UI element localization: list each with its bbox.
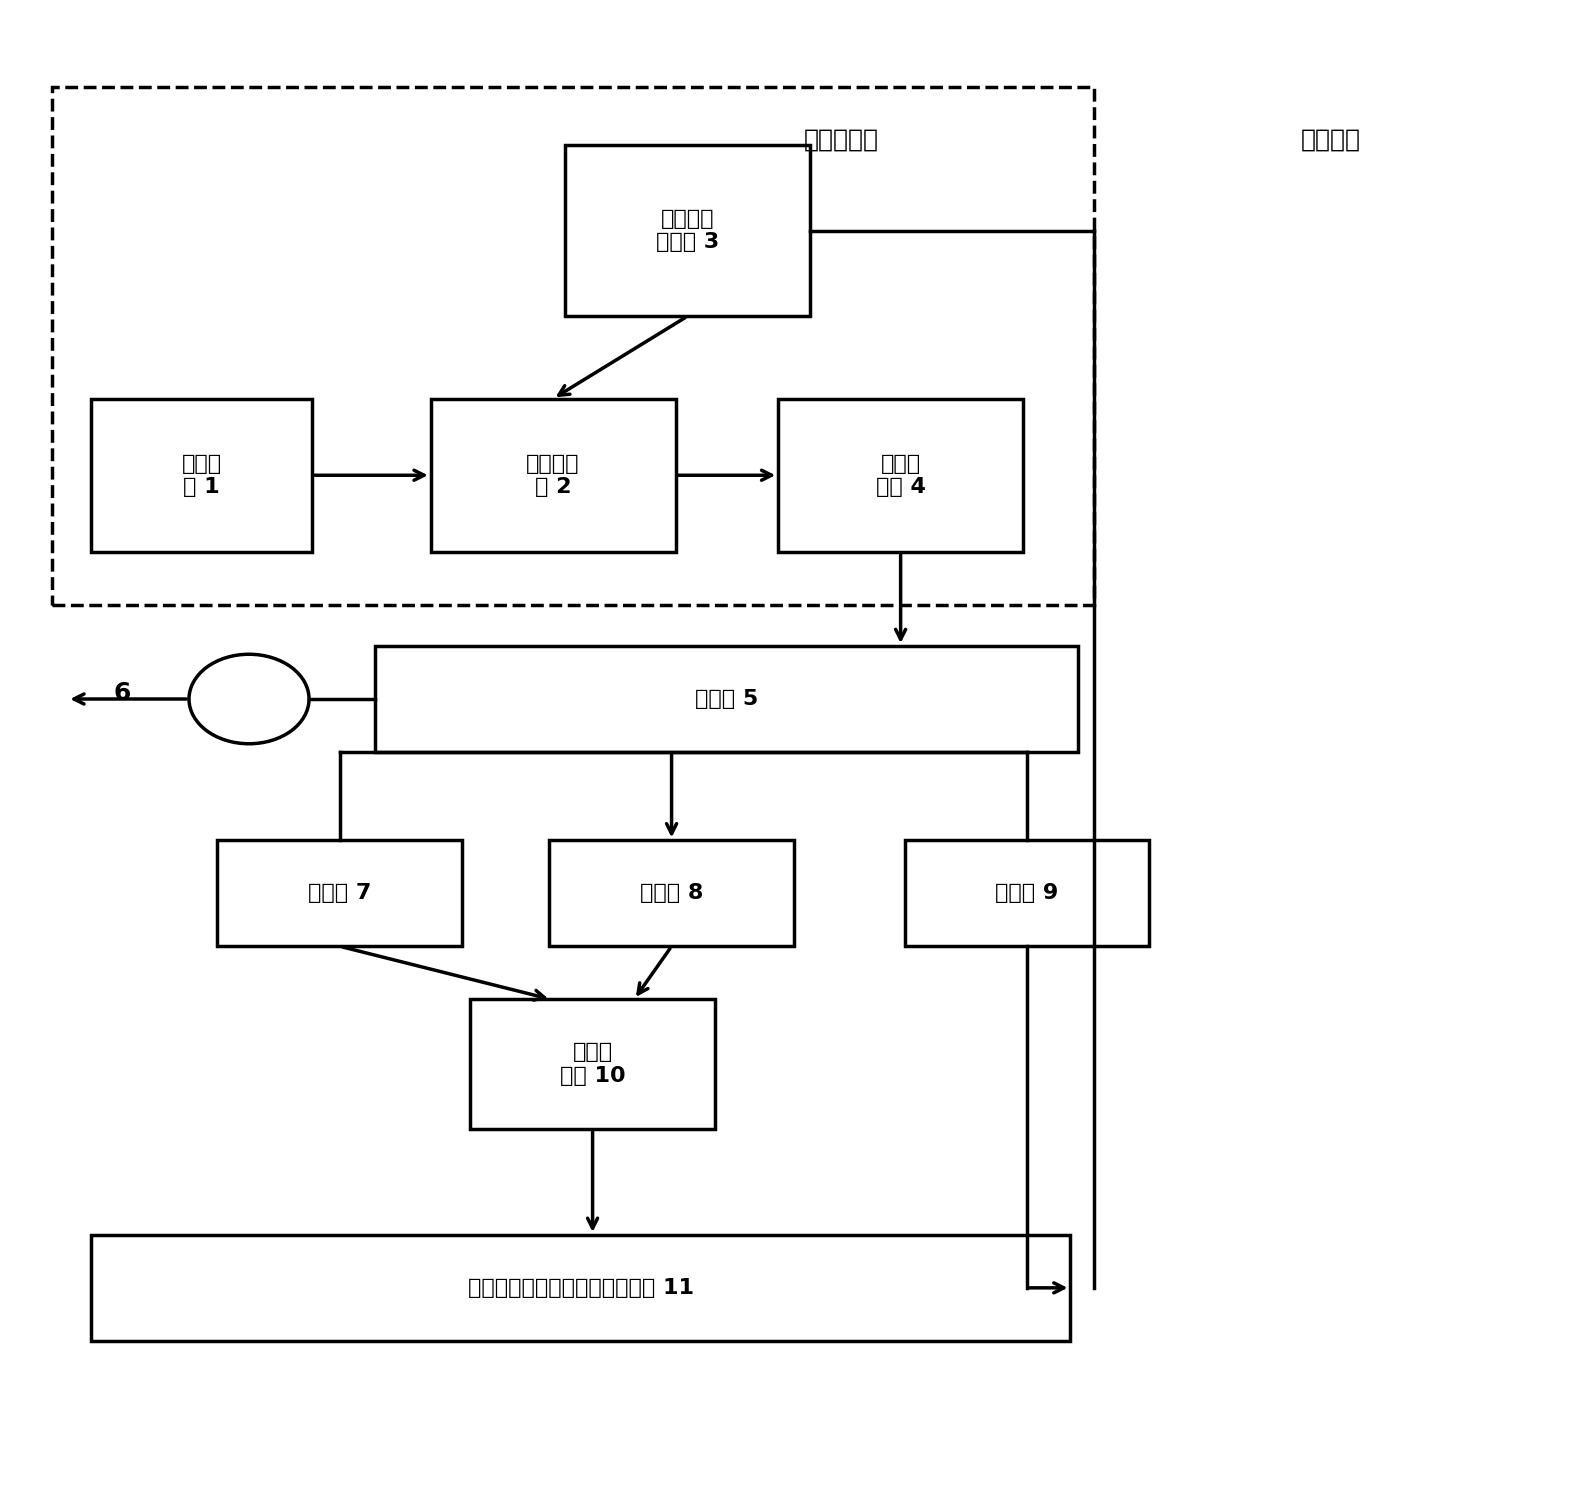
Bar	[905, 841, 1150, 946]
Bar	[549, 841, 794, 946]
Bar	[91, 399, 313, 552]
Text: 高速高精度分布式测温处理主机 11: 高速高精度分布式测温处理主机 11	[468, 1278, 694, 1298]
Text: 滤波器 8: 滤波器 8	[640, 883, 703, 904]
Text: 耦合器 5: 耦合器 5	[696, 689, 759, 708]
Bar	[565, 146, 810, 316]
Text: 电光调制
器 2: 电光调制 器 2	[526, 454, 580, 496]
Text: 同步信号: 同步信号	[1301, 128, 1361, 152]
Bar	[51, 87, 1094, 605]
Bar	[218, 841, 462, 946]
Bar	[470, 999, 715, 1130]
Text: 滤波器 9: 滤波器 9	[996, 883, 1059, 904]
Bar	[375, 647, 1078, 752]
Text: 光纤放
大器 4: 光纤放 大器 4	[875, 454, 926, 496]
Bar	[91, 1235, 1070, 1342]
Text: 滤波器 7: 滤波器 7	[308, 883, 372, 904]
Bar	[430, 399, 675, 552]
Text: 光发射单元: 光发射单元	[804, 128, 878, 152]
Text: 波分复
用器 10: 波分复 用器 10	[561, 1042, 626, 1086]
Text: 6: 6	[114, 681, 132, 705]
Text: 连续光
源 1: 连续光 源 1	[181, 454, 222, 496]
Text: 窄脉冲驱
动电路 3: 窄脉冲驱 动电路 3	[656, 209, 719, 253]
Bar	[778, 399, 1023, 552]
